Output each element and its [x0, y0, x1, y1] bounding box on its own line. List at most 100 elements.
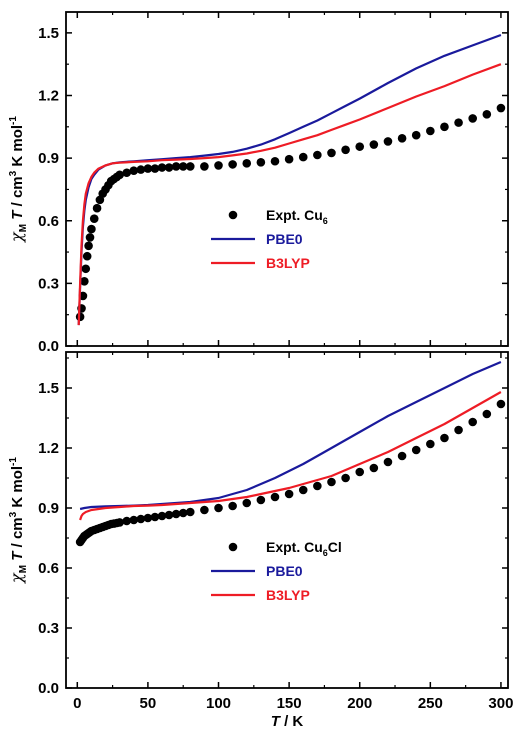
legend: Expt. Cu6 PBE0 B3LYP [211, 207, 328, 271]
y-tick-label: 0.3 [38, 620, 59, 637]
x-tick-label: 200 [347, 695, 372, 712]
y-tick-label: 1.2 [38, 88, 59, 105]
data-point [383, 457, 393, 467]
data-point [164, 163, 174, 172]
legend: Expt. Cu6Cl PBE0 B3LYP [211, 539, 342, 603]
data-point [136, 165, 146, 174]
data-point [270, 156, 280, 166]
data-point [92, 203, 102, 213]
data-point [313, 150, 322, 160]
y-tick-label: 0.0 [38, 338, 59, 355]
data-point [355, 142, 365, 151]
data-point [136, 514, 146, 524]
data-point [440, 122, 449, 132]
x-tick-label: 0 [73, 695, 81, 712]
plot-frame [65, 11, 509, 347]
series-group [75, 33, 506, 326]
y-tick-label: 0.0 [38, 680, 59, 697]
data-point [150, 512, 160, 522]
legend-label: Expt. Cu6 [266, 207, 328, 226]
data-point [228, 160, 237, 169]
legend-label: B3LYP [266, 255, 310, 271]
chart-panel-bottom: 0.0 0.3 0.6 0.9 1.2 1.5 0 50 100 150 200 250 300 χM T… [7, 351, 513, 730]
legend-marker-dot [228, 210, 238, 220]
data-point [80, 276, 89, 286]
data-point [383, 137, 393, 146]
x-tick-label: 250 [418, 695, 443, 712]
legend-marker-dot [228, 542, 238, 552]
data-point [214, 503, 223, 513]
data-point [298, 485, 308, 495]
data-point [426, 439, 435, 449]
data-point [369, 463, 379, 473]
data-point [143, 164, 153, 173]
data-point [84, 241, 93, 251]
y-tick-label: 1.2 [38, 440, 59, 457]
data-point [242, 159, 252, 168]
data-point [482, 109, 492, 119]
data-point [82, 251, 92, 261]
y-tick-label: 1.5 [38, 380, 59, 397]
series-line-b3lyp [77, 63, 502, 326]
data-point [115, 170, 124, 180]
x-tick-label: 150 [277, 695, 302, 712]
data-point [185, 507, 195, 517]
data-point [327, 477, 336, 487]
x-axis-title: T / K [271, 713, 304, 730]
data-point [157, 163, 167, 172]
data-point [87, 224, 96, 234]
data-point [115, 518, 124, 527]
y-tick-label: 0.6 [38, 560, 59, 577]
data-point [256, 158, 266, 167]
data-point [284, 489, 294, 499]
data-point [129, 515, 139, 525]
data-point [496, 399, 506, 409]
series-line-b3lyp [79, 391, 502, 521]
y-tick-label: 1.5 [38, 25, 59, 42]
data-point [242, 498, 252, 508]
data-point [228, 501, 237, 511]
data-point [426, 126, 435, 136]
data-point [341, 473, 350, 483]
y-axis-title: χM T / cm3 K mol-1 [7, 116, 29, 243]
data-point [200, 505, 209, 515]
data-point [411, 130, 421, 140]
data-point [200, 162, 209, 171]
data-point [178, 162, 188, 171]
data-point [298, 152, 308, 162]
data-point [468, 417, 477, 427]
data-point [81, 264, 91, 274]
data-point [122, 516, 132, 526]
data-point [85, 233, 95, 242]
data-point [496, 103, 506, 113]
data-point [482, 409, 492, 419]
data-point [89, 214, 99, 223]
x-tick-label: 100 [206, 695, 231, 712]
y-axis-title: χM T / cm3 K mol-1 [7, 457, 29, 584]
y-tick-label: 0.3 [38, 275, 59, 292]
data-point [129, 166, 139, 175]
y-tick-label: 0.9 [38, 150, 59, 167]
data-point [397, 133, 407, 143]
chart-panel-top: 0.0 0.3 0.6 0.9 1.2 1.5 χM T / cm3 K mol-1 Expt… [7, 11, 509, 355]
legend-label: Expt. Cu6Cl [266, 539, 342, 558]
data-point [341, 145, 350, 155]
data-point [171, 162, 181, 171]
data-point [171, 509, 181, 519]
legend-label: B3LYP [266, 587, 310, 603]
data-point [411, 445, 421, 455]
data-point [122, 168, 132, 178]
data-point [178, 508, 188, 518]
data-point [150, 164, 160, 173]
data-point [440, 433, 449, 443]
data-point [397, 451, 407, 461]
plot-frame [65, 351, 509, 689]
data-point [164, 510, 174, 520]
data-point [468, 114, 477, 123]
y-tick-label: 0.6 [38, 213, 59, 230]
data-point [214, 161, 223, 170]
data-point [284, 154, 294, 164]
x-tick-label: 300 [488, 695, 513, 712]
data-point [157, 511, 167, 521]
